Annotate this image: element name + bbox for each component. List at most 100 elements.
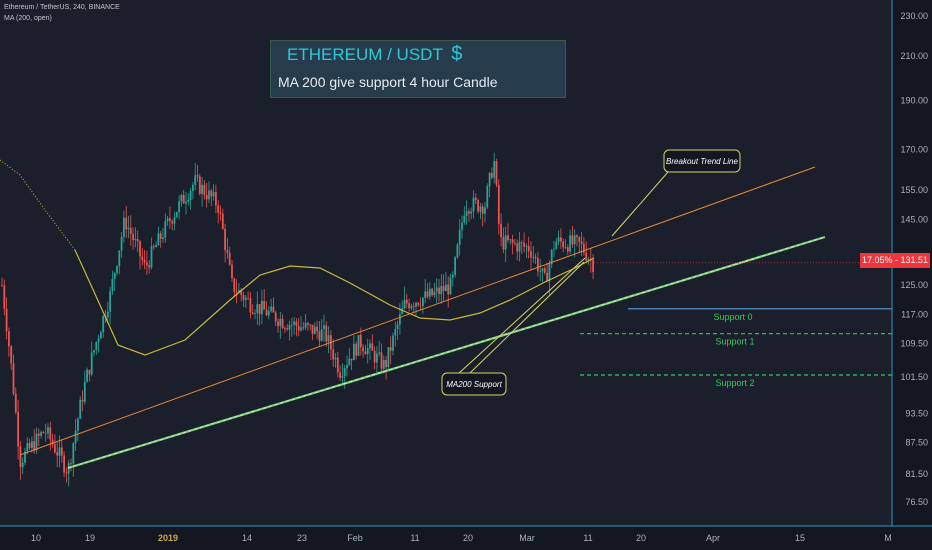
- y-tick-labels: 76.50 81.50 87.50 93.50 101.50 109.50 117.00 12…: [900, 11, 928, 507]
- candle-body: [8, 331, 10, 347]
- candle: [518, 231, 521, 262]
- candle: [198, 173, 201, 196]
- candle: [125, 206, 128, 238]
- candle-body: [267, 310, 270, 316]
- symbol-legend[interactable]: Ethereum / TetherUS, 240, BINANCE: [4, 4, 120, 11]
- candle-body: [134, 239, 137, 241]
- candle-body: [302, 327, 305, 329]
- y-tick-label: 87.50: [905, 438, 928, 448]
- indicator-legend[interactable]: MA (200, open): [4, 15, 52, 22]
- candle-body: [550, 249, 553, 265]
- candle: [132, 227, 134, 250]
- y-tick-label: 76.50: [905, 497, 928, 507]
- candle: [546, 262, 548, 282]
- candle-body: [525, 246, 528, 247]
- candle: [357, 334, 360, 356]
- candle: [336, 351, 339, 378]
- candle: [304, 314, 307, 331]
- y-tick-label: 210.00: [900, 51, 928, 61]
- candle-body: [228, 252, 231, 265]
- candle: [187, 193, 190, 206]
- candle: [504, 226, 507, 263]
- candle-body: [187, 200, 190, 202]
- candle-body: [371, 343, 374, 351]
- candle-body: [318, 331, 321, 341]
- candle: [394, 321, 397, 347]
- candle-body: [208, 190, 210, 200]
- candle-body: [198, 176, 201, 194]
- candle-body: [65, 472, 68, 474]
- candle: [212, 184, 215, 201]
- candle-body: [560, 237, 562, 242]
- candle: [562, 238, 565, 253]
- candle: [208, 181, 210, 203]
- candle-body: [465, 211, 468, 216]
- candle-body: [100, 332, 102, 339]
- support-level-label: Support 0: [713, 312, 752, 322]
- candle: [320, 319, 323, 342]
- candle: [396, 320, 399, 340]
- candle-body: [157, 233, 160, 246]
- candle-body: [399, 314, 401, 325]
- candle-body: [366, 348, 369, 355]
- candle: [129, 215, 132, 246]
- candle: [509, 238, 512, 245]
- candle-body: [527, 246, 530, 252]
- candle-body: [566, 247, 569, 252]
- candle-body: [127, 227, 130, 230]
- candle: [405, 293, 408, 309]
- candle-body: [438, 287, 440, 295]
- ma200-line: [74, 249, 595, 356]
- candle-body: [217, 205, 220, 213]
- candle-body: [40, 432, 42, 436]
- candle-body: [171, 221, 174, 224]
- candle-body: [261, 300, 263, 315]
- candle-body: [185, 201, 187, 204]
- candle-body: [118, 250, 121, 267]
- candle-body: [470, 211, 473, 214]
- candle: [192, 181, 194, 200]
- candle: [449, 274, 452, 295]
- candle-body: [357, 335, 360, 356]
- x-tick-label: 11: [410, 533, 419, 543]
- candle: [152, 244, 155, 250]
- candle: [318, 321, 321, 347]
- candle: [139, 240, 141, 270]
- candle-body: [474, 197, 477, 201]
- candle: [162, 227, 164, 243]
- candle-body: [442, 286, 445, 292]
- candle-body: [175, 212, 178, 217]
- candle: [56, 442, 59, 468]
- candle: [150, 237, 153, 270]
- candle-body: [585, 252, 588, 261]
- candle-body: [307, 323, 309, 325]
- candle-body: [19, 446, 22, 467]
- candle-body: [125, 217, 128, 230]
- candle-body: [244, 297, 247, 300]
- candle: [419, 297, 422, 311]
- candle-body: [458, 229, 461, 245]
- candle: [97, 334, 100, 353]
- candle: [343, 365, 346, 389]
- candle: [500, 213, 502, 247]
- candle-body: [44, 433, 47, 434]
- candle: [560, 228, 562, 249]
- candle-body: [120, 236, 123, 251]
- candle-body: [42, 432, 45, 433]
- candle-body: [192, 185, 194, 191]
- candle-body: [72, 443, 75, 464]
- candle-body: [557, 237, 560, 242]
- candle: [472, 190, 475, 219]
- candle: [341, 363, 344, 387]
- last-price-tag: 17.05% - 131.51: [860, 253, 930, 268]
- candle-body: [74, 430, 77, 444]
- candle: [79, 396, 82, 420]
- candle: [17, 399, 19, 460]
- candle-body: [210, 190, 213, 197]
- candle: [417, 301, 420, 308]
- candle-body: [336, 357, 339, 373]
- candle-body: [70, 463, 72, 464]
- candle: [10, 345, 13, 371]
- note-box[interactable]: ETHEREUM / USDT $ MA 200 give support 4 …: [270, 40, 566, 98]
- candle: [3, 279, 6, 316]
